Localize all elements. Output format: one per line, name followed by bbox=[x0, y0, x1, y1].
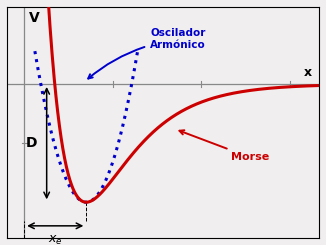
Text: Morse: Morse bbox=[179, 130, 269, 162]
Text: Oscilador
Armónico: Oscilador Armónico bbox=[88, 28, 206, 79]
Text: x: x bbox=[304, 66, 312, 79]
Text: D: D bbox=[26, 136, 38, 150]
Text: V: V bbox=[29, 11, 40, 25]
Text: $x_e$: $x_e$ bbox=[48, 234, 63, 245]
